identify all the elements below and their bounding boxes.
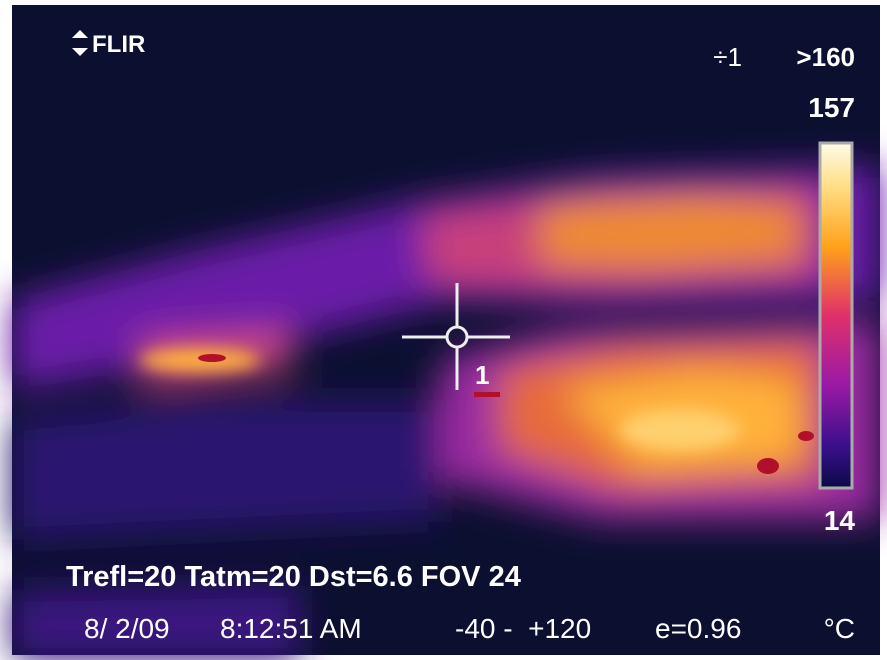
thermal-screen: FLIR ÷1 >160 157 14 1 Trefl=20 Tatm=20 D… [0,0,887,660]
scale-min: 14 [824,505,856,536]
params-line: Trefl=20 Tatm=20 Dst=6.6 FOV 24 [66,561,521,593]
date: 8/ 2/09 [84,613,170,644]
spot-label: 1 [475,360,489,390]
emissivity: e=0.96 [655,613,741,644]
logo-text: FLIR [92,31,145,58]
range-max: >160 [796,42,855,72]
unit: °C [824,613,855,644]
scale-max: 157 [808,92,855,123]
spot-marker [474,392,500,397]
color-scale [820,143,852,488]
mode-label: ÷1 [713,42,742,72]
time: 8:12:51 AM [220,613,362,644]
temp-range: -40 - +120 [455,613,591,644]
